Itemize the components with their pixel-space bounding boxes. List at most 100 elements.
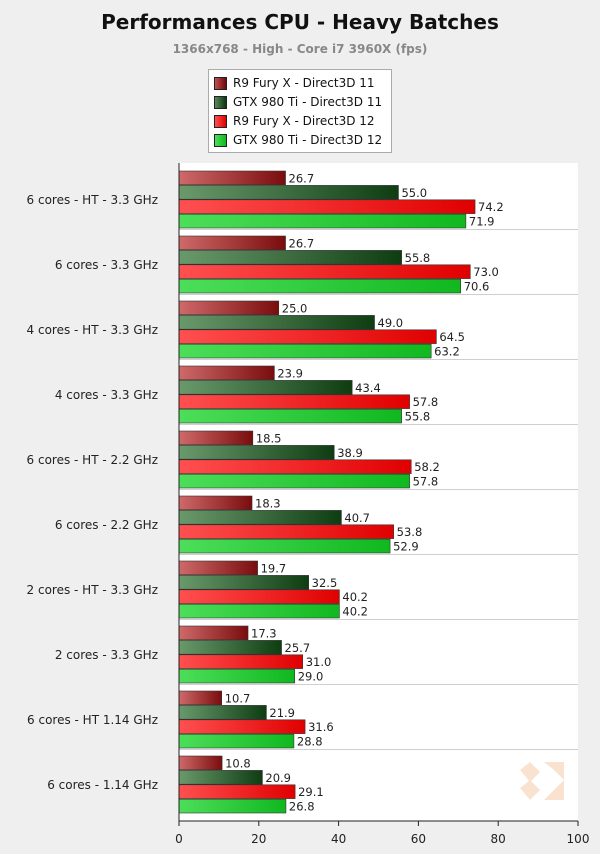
category-label-4-cores-ht-3-3-ghz: 4 cores - HT - 3.3 GHz xyxy=(27,323,158,337)
legend-label-gtx-d3d11: GTX 980 Ti - Direct3D 11 xyxy=(233,95,383,109)
bar-r9-fury-x-direct3d-12-6-cores-ht-3-3-ghz xyxy=(178,199,476,214)
legend-swatch-r9-d3d12 xyxy=(214,115,227,128)
bar-gtx-980-ti-direct3d-12-6-cores-3-3-ghz xyxy=(178,278,461,294)
data-label-gtx-980-ti-direct3d-11-4-cores-3-3-ghz: 43.4 xyxy=(355,381,381,395)
data-label-r9-fury-x-direct3d-12-6-cores-ht-3-3-ghz: 74.2 xyxy=(478,200,504,214)
data-label-r9-fury-x-direct3d-11-6-cores-ht-3-3-ghz: 26.7 xyxy=(289,171,315,185)
legend-swatch-r9-d3d11 xyxy=(214,77,227,90)
bar-gtx-980-ti-direct3d-11-6-cores-ht-2-2-ghz xyxy=(178,445,335,460)
data-label-r9-fury-x-direct3d-12-6-cores-1-14-ghz: 29.1 xyxy=(298,785,324,799)
category-label-6-cores-ht-1-14-ghz: 6 cores - HT 1.14 GHz xyxy=(27,713,158,727)
bar-r9-fury-x-direct3d-11-4-cores-3-3-ghz xyxy=(178,365,275,381)
legend-swatch-gtx-d3d12 xyxy=(214,134,227,147)
watermark-logo xyxy=(520,762,564,800)
data-label-gtx-980-ti-direct3d-11-6-cores-3-3-ghz: 55.8 xyxy=(405,251,431,265)
bar-r9-fury-x-direct3d-12-6-cores-ht-2-2-ghz xyxy=(178,459,412,474)
data-label-r9-fury-x-direct3d-12-6-cores-ht-1-14-ghz: 31.6 xyxy=(308,720,334,734)
bar-r9-fury-x-direct3d-11-2-cores-3-3-ghz xyxy=(178,625,249,641)
data-label-r9-fury-x-direct3d-12-2-cores-ht-3-3-ghz: 40.2 xyxy=(342,590,368,604)
data-label-gtx-980-ti-direct3d-11-2-cores-3-3-ghz: 25.7 xyxy=(285,641,311,655)
data-label-r9-fury-x-direct3d-11-6-cores-2-2-ghz: 18.3 xyxy=(255,496,281,510)
category-label-6-cores-ht-2-2-ghz: 6 cores - HT - 2.2 GHz xyxy=(27,453,158,467)
bar-r9-fury-x-direct3d-12-4-cores-3-3-ghz xyxy=(178,394,410,409)
bar-gtx-980-ti-direct3d-11-6-cores-3-3-ghz xyxy=(178,250,402,265)
bar-gtx-980-ti-direct3d-12-4-cores-3-3-ghz xyxy=(178,408,402,424)
bar-gtx-980-ti-direct3d-11-6-cores-ht-3-3-ghz xyxy=(178,185,399,200)
category-label-6-cores-1-14-ghz: 6 cores - 1.14 GHz xyxy=(47,778,158,792)
bar-r9-fury-x-direct3d-11-6-cores-ht-1-14-ghz xyxy=(178,690,222,706)
data-label-r9-fury-x-direct3d-11-2-cores-3-3-ghz: 17.3 xyxy=(251,626,277,640)
category-label-6-cores-ht-3-3-ghz: 6 cores - HT - 3.3 GHz xyxy=(27,193,158,207)
bar-r9-fury-x-direct3d-12-2-cores-ht-3-3-ghz xyxy=(178,589,340,604)
category-label-6-cores-3-3-ghz: 6 cores - 3.3 GHz xyxy=(55,258,158,272)
category-label-2-cores-ht-3-3-ghz: 2 cores - HT - 3.3 GHz xyxy=(27,583,158,597)
x-tick-label-100: 100 xyxy=(567,832,590,846)
chart-subtitle: 1366x768 - High - Core i7 3960X (fps) xyxy=(172,42,428,56)
data-label-gtx-980-ti-direct3d-12-6-cores-1-14-ghz: 26.8 xyxy=(289,800,315,814)
chart-legend: R9 Fury X - Direct3D 11 GTX 980 Ti - Dir… xyxy=(208,69,392,153)
bar-gtx-980-ti-direct3d-12-4-cores-ht-3-3-ghz xyxy=(178,343,432,359)
data-label-r9-fury-x-direct3d-12-4-cores-ht-3-3-ghz: 64.5 xyxy=(439,330,465,344)
bar-r9-fury-x-direct3d-11-6-cores-1-14-ghz xyxy=(178,755,223,771)
data-label-gtx-980-ti-direct3d-11-6-cores-ht-3-3-ghz: 55.0 xyxy=(401,186,427,200)
data-label-r9-fury-x-direct3d-11-2-cores-ht-3-3-ghz: 19.7 xyxy=(261,561,287,575)
bar-r9-fury-x-direct3d-12-6-cores-ht-1-14-ghz xyxy=(178,719,306,734)
data-label-gtx-980-ti-direct3d-12-4-cores-3-3-ghz: 55.8 xyxy=(405,410,431,424)
bar-r9-fury-x-direct3d-12-6-cores-2-2-ghz xyxy=(178,524,394,539)
category-label-4-cores-3-3-ghz: 4 cores - 3.3 GHz xyxy=(55,388,158,402)
bar-r9-fury-x-direct3d-12-2-cores-3-3-ghz xyxy=(178,654,303,669)
data-label-r9-fury-x-direct3d-11-6-cores-ht-1-14-ghz: 10.7 xyxy=(225,691,251,705)
category-label-2-cores-3-3-ghz: 2 cores - 3.3 GHz xyxy=(55,648,158,662)
bar-r9-fury-x-direct3d-11-2-cores-ht-3-3-ghz xyxy=(178,560,258,576)
bar-gtx-980-ti-direct3d-11-4-cores-3-3-ghz xyxy=(178,380,353,395)
bar-r9-fury-x-direct3d-11-4-cores-ht-3-3-ghz xyxy=(178,300,280,316)
category-label-6-cores-2-2-ghz: 6 cores - 2.2 GHz xyxy=(55,518,158,532)
data-label-gtx-980-ti-direct3d-12-2-cores-3-3-ghz: 29.0 xyxy=(298,670,324,684)
data-label-gtx-980-ti-direct3d-12-2-cores-ht-3-3-ghz: 40.2 xyxy=(342,605,368,619)
legend-label-r9-d3d12: R9 Fury X - Direct3D 12 xyxy=(233,114,375,128)
bar-r9-fury-x-direct3d-11-6-cores-ht-2-2-ghz xyxy=(178,430,254,446)
bar-gtx-980-ti-direct3d-12-6-cores-ht-3-3-ghz xyxy=(178,213,467,229)
bar-gtx-980-ti-direct3d-12-6-cores-1-14-ghz xyxy=(178,798,287,814)
data-label-gtx-980-ti-direct3d-12-4-cores-ht-3-3-ghz: 63.2 xyxy=(434,345,460,359)
legend-swatch-gtx-d3d11 xyxy=(214,96,227,109)
bar-r9-fury-x-direct3d-11-6-cores-ht-3-3-ghz xyxy=(178,170,286,186)
x-tick-label-60: 60 xyxy=(411,832,426,846)
data-label-gtx-980-ti-direct3d-12-6-cores-2-2-ghz: 52.9 xyxy=(393,540,419,554)
bar-r9-fury-x-direct3d-11-6-cores-3-3-ghz xyxy=(178,235,286,251)
bar-gtx-980-ti-direct3d-11-6-cores-ht-1-14-ghz xyxy=(178,705,267,720)
data-label-gtx-980-ti-direct3d-11-6-cores-ht-1-14-ghz: 21.9 xyxy=(269,706,295,720)
bar-gtx-980-ti-direct3d-12-2-cores-3-3-ghz xyxy=(178,668,296,684)
data-label-gtx-980-ti-direct3d-11-6-cores-1-14-ghz: 20.9 xyxy=(265,771,291,785)
data-label-gtx-980-ti-direct3d-11-6-cores-ht-2-2-ghz: 38.9 xyxy=(337,446,363,460)
data-label-r9-fury-x-direct3d-12-2-cores-3-3-ghz: 31.0 xyxy=(306,655,332,669)
bar-gtx-980-ti-direct3d-11-6-cores-2-2-ghz xyxy=(178,510,342,525)
bar-gtx-980-ti-direct3d-12-6-cores-ht-1-14-ghz xyxy=(178,733,295,749)
data-label-r9-fury-x-direct3d-11-4-cores-ht-3-3-ghz: 25.0 xyxy=(282,301,308,315)
legend-label-gtx-d3d12: GTX 980 Ti - Direct3D 12 xyxy=(233,133,383,147)
x-tick-label-20: 20 xyxy=(251,832,266,846)
bar-gtx-980-ti-direct3d-11-2-cores-ht-3-3-ghz xyxy=(178,575,309,590)
bar-r9-fury-x-direct3d-11-6-cores-2-2-ghz xyxy=(178,495,253,511)
chart-title: Performances CPU - Heavy Batches xyxy=(101,10,499,34)
bar-gtx-980-ti-direct3d-11-4-cores-ht-3-3-ghz xyxy=(178,315,375,330)
data-label-r9-fury-x-direct3d-12-6-cores-2-2-ghz: 53.8 xyxy=(397,525,423,539)
bar-gtx-980-ti-direct3d-12-6-cores-ht-2-2-ghz xyxy=(178,473,410,489)
bar-gtx-980-ti-direct3d-11-6-cores-1-14-ghz xyxy=(178,770,263,785)
data-label-r9-fury-x-direct3d-11-4-cores-3-3-ghz: 23.9 xyxy=(277,366,303,380)
data-label-r9-fury-x-direct3d-11-6-cores-1-14-ghz: 10.8 xyxy=(225,756,251,770)
data-label-gtx-980-ti-direct3d-11-6-cores-2-2-ghz: 40.7 xyxy=(344,511,370,525)
bar-gtx-980-ti-direct3d-12-6-cores-2-2-ghz xyxy=(178,538,391,554)
data-label-gtx-980-ti-direct3d-12-6-cores-ht-1-14-ghz: 28.8 xyxy=(297,735,323,749)
data-label-r9-fury-x-direct3d-12-4-cores-3-3-ghz: 57.8 xyxy=(413,395,439,409)
data-label-gtx-980-ti-direct3d-12-6-cores-3-3-ghz: 70.6 xyxy=(464,280,490,294)
x-tick-label-0: 0 xyxy=(175,832,183,846)
bar-r9-fury-x-direct3d-12-6-cores-1-14-ghz xyxy=(178,784,296,799)
legend-label-r9-d3d11: R9 Fury X - Direct3D 11 xyxy=(233,76,375,90)
x-tick-label-40: 40 xyxy=(331,832,346,846)
bar-gtx-980-ti-direct3d-11-2-cores-3-3-ghz xyxy=(178,640,282,655)
data-label-r9-fury-x-direct3d-11-6-cores-ht-2-2-ghz: 18.5 xyxy=(256,431,282,445)
data-label-r9-fury-x-direct3d-11-6-cores-3-3-ghz: 26.7 xyxy=(289,236,315,250)
x-tick-label-80: 80 xyxy=(491,832,506,846)
